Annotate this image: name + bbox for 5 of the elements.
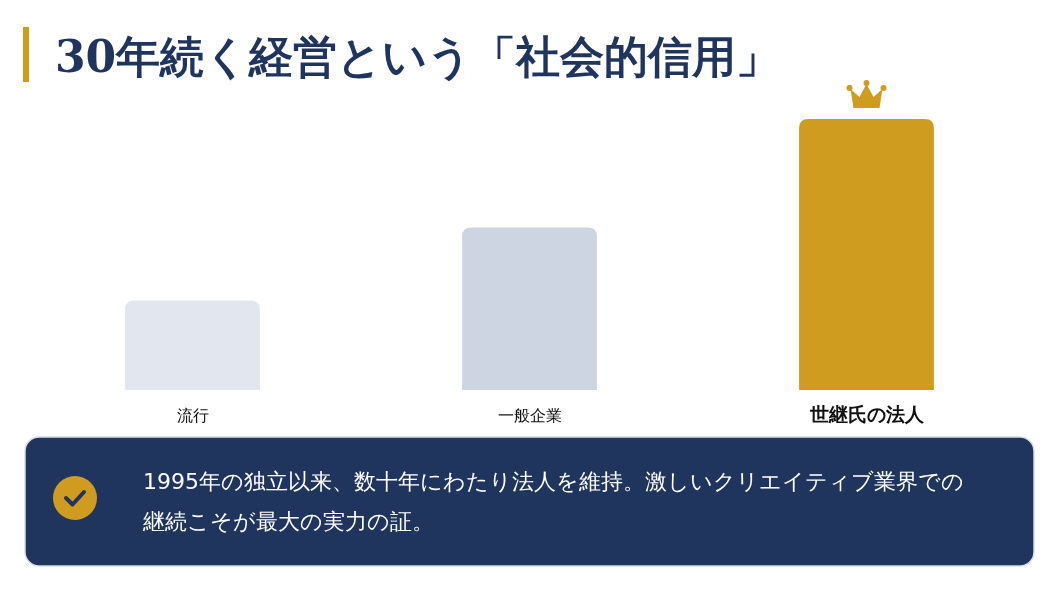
text: 1995年の独立以来、数十年にわたり法人を維持。激しいクリエイティブ業界での継続こそが最大の実力の証。 [143,468,965,536]
x-tick-label: 世継氏の法人 [808,403,925,425]
chart-title: 30年続く経営という「社会的信用」 [55,31,781,82]
x-tick-label: 流行 [176,406,209,425]
x-tick-label: 一般企業 [497,406,562,425]
